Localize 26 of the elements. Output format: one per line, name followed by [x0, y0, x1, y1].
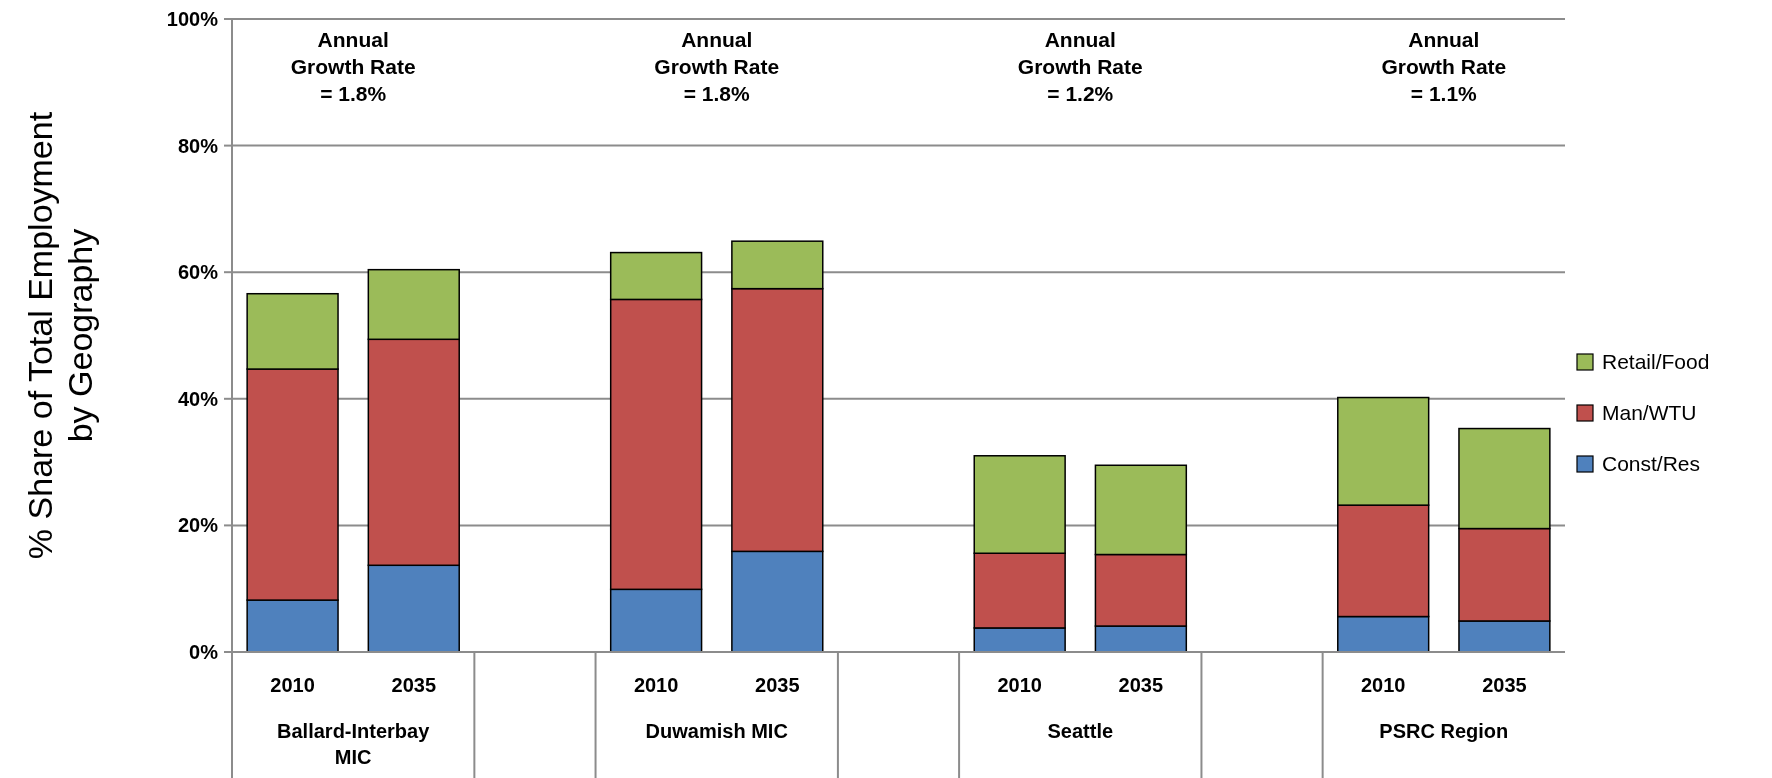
legend-label: Const/Res [1602, 452, 1701, 476]
x-tick-label: 2010 [1360, 674, 1406, 696]
y-tick-label: 80% [177, 134, 219, 157]
x-tick-label: 2035 [391, 674, 437, 696]
legend-label: Retail/Food [1602, 350, 1710, 374]
annotation: Annual Growth Rate = 1.8% [654, 28, 780, 105]
x-tick-label: 2035 [1118, 674, 1164, 696]
x-tick-label: 2035 [755, 674, 800, 696]
legend-label: Man/WTU [1602, 401, 1697, 425]
x-tick-label: 2010 [997, 674, 1042, 696]
y-tick-label: 0% [189, 641, 219, 663]
annotation: Annual Growth Rate = 1.8% [290, 28, 416, 105]
y-tick-label: 60% [177, 261, 219, 284]
annotation: Annual Growth Rate = 1.1% [1381, 28, 1507, 105]
y-tick-label: 20% [177, 514, 219, 537]
x-tick-label: 2010 [270, 674, 315, 696]
text: Seattle [1047, 720, 1114, 742]
x-tick-label: 2035 [1482, 674, 1527, 696]
annotation: Annual Growth Rate = 1.2% [1017, 28, 1143, 105]
y-axis-title: % Share of Total Employment by Geography [21, 111, 99, 560]
text: Duwamish MIC [645, 720, 788, 742]
y-tick-label: 100% [166, 8, 219, 30]
text: PSRC Region [1379, 720, 1509, 742]
y-tick-label: 40% [177, 387, 219, 410]
x-tick-label: 2010 [633, 674, 679, 696]
text: Ballard-Interbay MIC [277, 720, 431, 768]
